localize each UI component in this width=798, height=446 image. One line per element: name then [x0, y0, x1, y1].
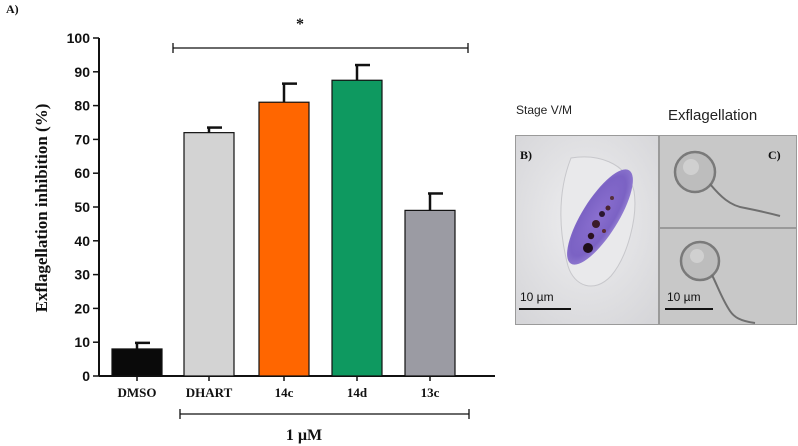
error-bars — [135, 63, 443, 349]
x-tick-label-dmso: DMSO — [118, 385, 157, 400]
scale-label-b: 10 µm — [520, 290, 554, 304]
y-tick-label: 20 — [74, 300, 90, 316]
panel-label-c: C) — [768, 148, 781, 162]
y-tick-label: 80 — [74, 98, 90, 114]
y-axis-label: Exflagellation inhibition (%) — [32, 104, 51, 313]
group-label: 1 µM — [286, 427, 322, 444]
exflagellation-label: Exflagellation — [668, 107, 758, 124]
scale-bar-c — [665, 308, 713, 310]
bar-13c — [404, 209, 456, 377]
y-tick-label: 10 — [74, 334, 90, 350]
bar-dmso — [111, 348, 163, 377]
y-tick-label: 90 — [74, 64, 90, 80]
x-tick-labels: DMSO DHART 14c 14d 13c — [118, 376, 440, 400]
x-tick-label-14d: 14d — [347, 385, 368, 400]
y-tick-label: 40 — [74, 233, 90, 249]
micrograph-panel-c-bottom — [659, 228, 797, 325]
y-ticks: 0 10 20 30 40 50 60 70 80 90 100 — [67, 30, 99, 384]
significance-star: * — [296, 16, 304, 33]
bar-dhart — [183, 132, 235, 377]
x-tick-label-13c: 13c — [421, 385, 440, 400]
exflagellating-gamete-top — [660, 136, 796, 227]
y-tick-label: 100 — [67, 30, 91, 46]
y-tick-label: 60 — [74, 165, 90, 181]
x-tick-label-dhart: DHART — [186, 385, 233, 400]
bar-14d — [331, 79, 383, 377]
panel-label-a: A) — [6, 2, 19, 16]
panel-label-b: B) — [520, 148, 532, 162]
bar-14c — [258, 101, 310, 377]
x-tick-label-14c: 14c — [275, 385, 294, 400]
y-tick-label: 50 — [74, 199, 90, 215]
gametocyte-image — [516, 136, 658, 324]
y-tick-label: 30 — [74, 267, 90, 283]
group-bracket — [179, 409, 470, 419]
y-tick-label: 0 — [82, 368, 90, 384]
scale-label-c: 10 µm — [667, 290, 701, 304]
significance-bracket — [172, 43, 469, 53]
bars — [111, 79, 456, 377]
stage-label: Stage V/M — [516, 103, 573, 117]
micrograph-panel-b — [515, 135, 659, 325]
y-tick-label: 70 — [74, 131, 90, 147]
scale-bar-b — [519, 308, 571, 310]
micrograph-panel-c-top — [659, 135, 797, 228]
